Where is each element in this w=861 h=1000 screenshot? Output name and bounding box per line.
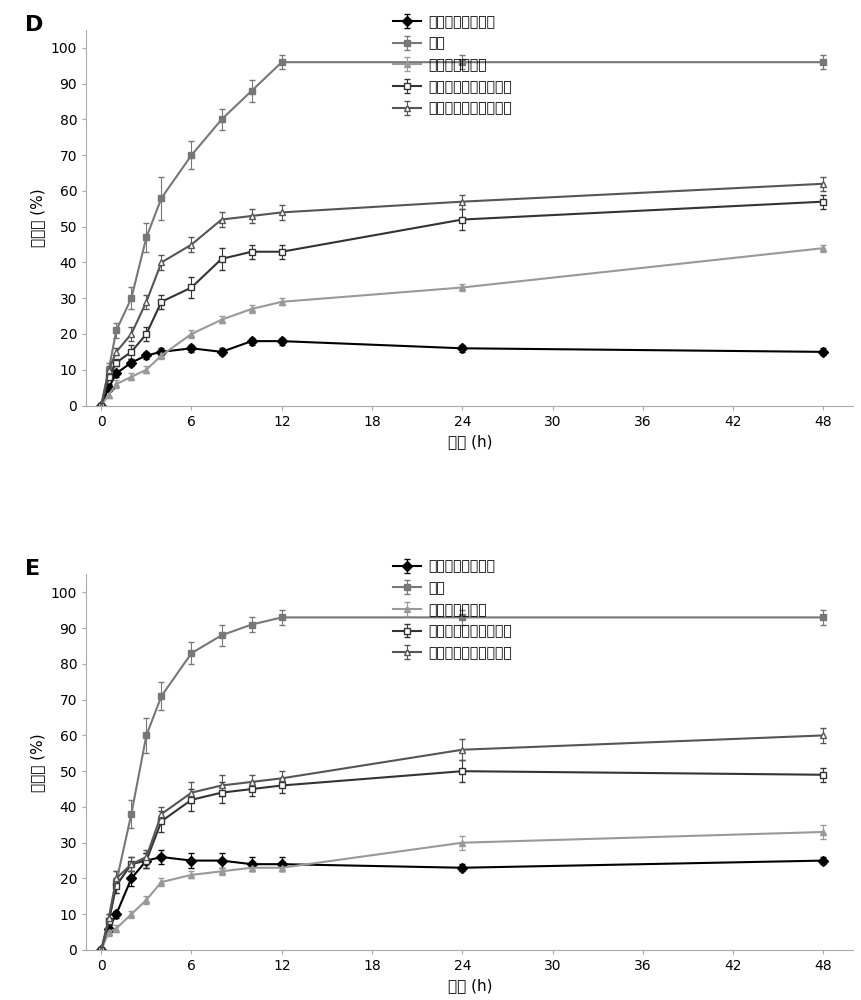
X-axis label: 时间 (h): 时间 (h) — [447, 979, 492, 994]
Text: E: E — [25, 559, 40, 579]
Legend: 紫杉醇干粉悬浮液, 泰素, 紫杉醇纳米胶束, 抗耐药紫杉醇纳米胶束, 功能化紫杉醇纳米胶束: 紫杉醇干粉悬浮液, 泰素, 紫杉醇纳米胶束, 抗耐药紫杉醇纳米胶束, 功能化紫杉… — [393, 559, 511, 660]
Y-axis label: 释放率 (%): 释放率 (%) — [30, 188, 45, 247]
Text: D: D — [25, 15, 43, 35]
X-axis label: 时间 (h): 时间 (h) — [447, 434, 492, 449]
Y-axis label: 释放率 (%): 释放率 (%) — [30, 733, 45, 792]
Legend: 紫杉醇干粉悬浮液, 泰素, 紫杉醇纳米胶束, 抗耐药紫杉醇纳米胶束, 功能化紫杉醇纳米胶束: 紫杉醇干粉悬浮液, 泰素, 紫杉醇纳米胶束, 抗耐药紫杉醇纳米胶束, 功能化紫杉… — [393, 15, 511, 116]
